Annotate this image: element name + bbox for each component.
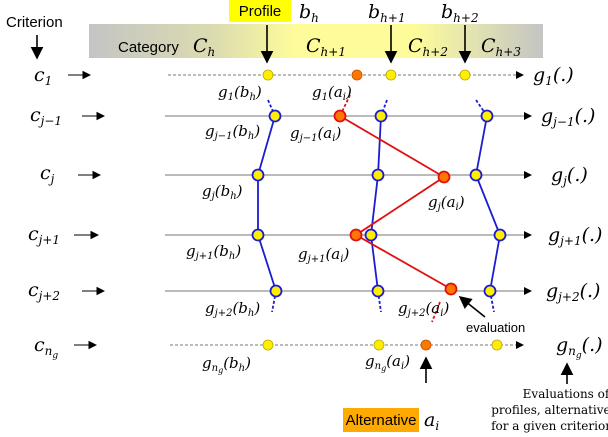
point-cjp2-bh1 xyxy=(371,284,385,298)
fn-label-gjm1: gj−1(.) xyxy=(541,105,595,129)
criterion-row-cng: cng xyxy=(34,334,98,361)
alternative-ai-label: ai xyxy=(424,409,439,433)
fn-label-gjp2: gj+2(.) xyxy=(546,280,600,304)
label-gng-ai: gng(ai) xyxy=(365,352,410,373)
point-cjp1-bh1 xyxy=(364,228,378,242)
svg-text:cj: cj xyxy=(40,162,55,186)
point-cng-bh2 xyxy=(491,339,503,351)
point-c1-ai xyxy=(351,69,363,81)
profile-bh-line xyxy=(257,115,277,292)
point-cjm1-ai xyxy=(333,109,347,123)
label-gjp1-bh: gj+1(bh) xyxy=(186,242,241,262)
category-ch3: Ch+3 xyxy=(481,35,521,59)
point-c1-bh2 xyxy=(459,69,471,81)
criterion-row-cjp2: cj+2 xyxy=(28,279,106,303)
point-c1-bh1 xyxy=(385,69,397,81)
alternative-line xyxy=(339,115,452,290)
point-cjm1-bh2 xyxy=(480,109,494,123)
evaluation-label: evaluation xyxy=(466,320,525,335)
note-line-3: for a given criterion xyxy=(491,419,608,433)
point-cj-bh xyxy=(251,168,265,182)
evaluation-arrow xyxy=(458,296,486,318)
fn-label-gjp1: gj+1(.) xyxy=(548,224,602,248)
label-g1-bh: g1(bh) xyxy=(218,83,262,103)
point-cng-ai xyxy=(420,339,432,351)
label-gjp2-bh: gj+2(bh) xyxy=(205,299,260,319)
category-ch1: Ch+1 xyxy=(306,35,346,59)
svg-text:cj+2: cj+2 xyxy=(28,279,60,303)
point-cng-bh1 xyxy=(373,339,385,351)
profile-label: Profile xyxy=(239,3,282,20)
point-cj-ai xyxy=(437,170,451,184)
point-cjp2-bh2 xyxy=(483,284,497,298)
profile-bh-dash-top xyxy=(267,99,276,117)
alternative-dash-bottom xyxy=(431,301,441,323)
alternative-label: Alternative xyxy=(346,412,417,429)
svg-text:cng: cng xyxy=(34,334,58,361)
label-g1-ai: g1(ai) xyxy=(312,83,352,103)
point-cjp2-bh xyxy=(269,284,283,298)
fn-label-gng: gng(.) xyxy=(556,334,603,361)
label-gj-bh: gj(bh) xyxy=(202,182,243,202)
point-c1-bh xyxy=(262,69,274,81)
point-cjp2-ai xyxy=(444,282,458,296)
profile-box xyxy=(229,0,291,22)
svg-text:cj−1: cj−1 xyxy=(30,104,62,128)
fn-label-gj: gj(.) xyxy=(551,164,588,188)
profile-bh-dash-bottom xyxy=(271,290,277,313)
criterion-row-c1: c1 xyxy=(34,64,92,88)
label-gjp1-ai: gj+1(ai) xyxy=(298,245,349,265)
note-line-2: profiles, alternatives xyxy=(491,403,608,417)
fn-label-g1: cg1(.) xyxy=(533,64,574,88)
point-cj-bh2 xyxy=(469,168,483,182)
criterion-row-cjp1: cj+1 xyxy=(28,223,100,247)
criterion-label: Criterion xyxy=(6,14,63,31)
note-line-1: Evaluations of xyxy=(523,387,608,401)
profile-bh2-dash-bottom xyxy=(489,290,495,313)
point-cjp1-bh xyxy=(251,228,265,242)
point-cj-bh1 xyxy=(371,168,385,182)
alternative-dash-top xyxy=(339,94,351,117)
criterion-row-cjm1: cj−1 xyxy=(30,104,106,128)
profile-bh1-line xyxy=(370,115,382,292)
label-gjm1-ai: gj−1(ai) xyxy=(290,124,341,144)
label-gjp2-ai: gj+2(ai) xyxy=(398,299,449,319)
profile-bh1-dash-bottom xyxy=(377,290,382,313)
svg-text:c1: c1 xyxy=(34,64,52,88)
label-gj-ai: gj(ai) xyxy=(428,193,465,213)
alternative-box xyxy=(343,408,419,432)
profile-bh-label: bh xyxy=(299,1,319,25)
profile-bh1-dash-top xyxy=(380,99,388,117)
point-cjp1-ai xyxy=(349,228,363,242)
label-gng-bh: gng(bh) xyxy=(202,354,251,375)
category-label: Category xyxy=(118,39,179,56)
svg-text:cj+1: cj+1 xyxy=(28,223,60,247)
point-cjm1-bh xyxy=(268,109,282,123)
category-ch: Ch xyxy=(193,35,215,59)
profile-bh2-line xyxy=(475,115,501,292)
profile-bh1-label: bh+1 xyxy=(368,1,406,25)
point-cjm1-bh1 xyxy=(374,109,388,123)
point-cng-bh xyxy=(262,339,274,351)
label-gjm1-bh: gj−1(bh) xyxy=(205,122,260,142)
profile-bh2-label: bh+2 xyxy=(441,1,479,25)
category-ch2: Ch+2 xyxy=(408,35,448,59)
criterion-row-cj: cj xyxy=(40,162,102,186)
point-cjp1-bh2 xyxy=(493,228,507,242)
